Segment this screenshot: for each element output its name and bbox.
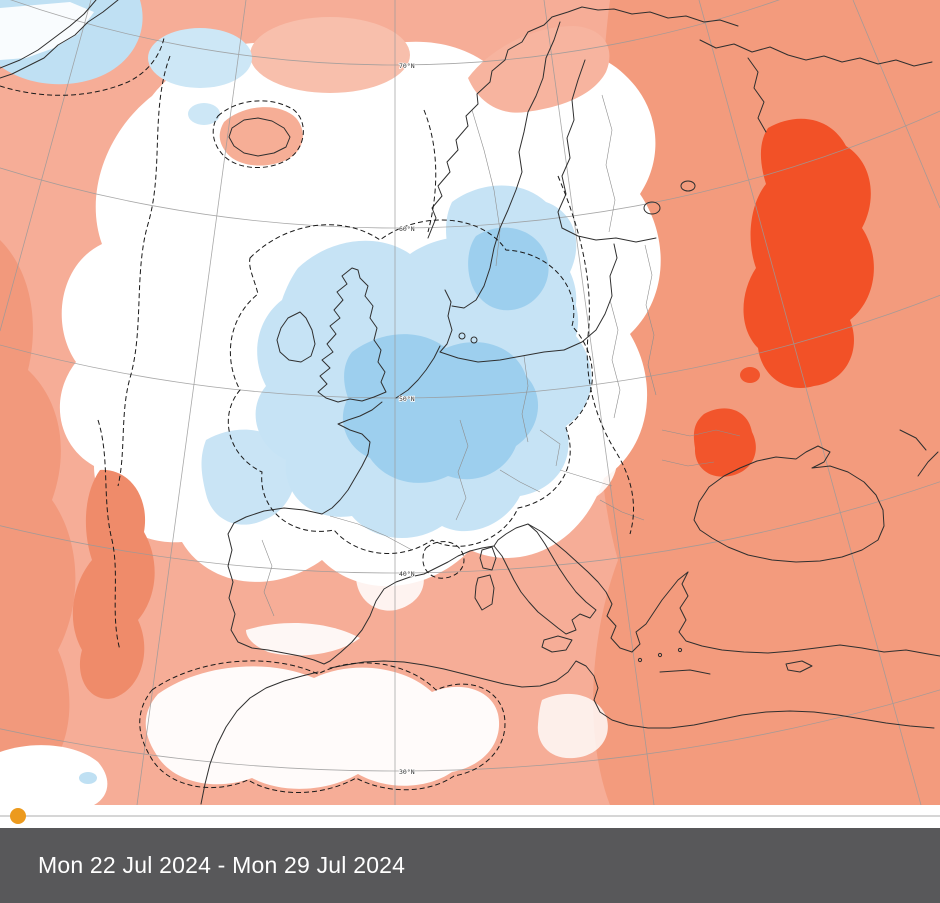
- zero-anomaly-contours: [0, 37, 635, 794]
- iberia-coastline: [227, 507, 495, 665]
- neutral-iberia-east: [356, 554, 424, 611]
- turkey-coastline: [678, 571, 940, 657]
- lake-onega: [680, 180, 696, 192]
- coastlines: [0, 0, 940, 805]
- footer-bar: Mon 22 Jul 2024 - Mon 29 Jul 2024: [0, 828, 940, 903]
- white-sea-coastline: [747, 57, 767, 133]
- anomaly-map-viewport: 70°N 60°N 50°N 40°N 30°N: [0, 0, 940, 805]
- graticule: [0, 0, 940, 805]
- sweden-coastline: [451, 21, 561, 309]
- denmark-coastline: [439, 289, 453, 353]
- finland-coastline: [557, 59, 657, 243]
- cool-dot-bottom-left: [79, 772, 97, 784]
- black-sea-coastline: [693, 445, 885, 563]
- great-britain-coastline: [317, 267, 387, 403]
- neutral-north-africa: [145, 666, 500, 789]
- strong-warm-anomaly-spur: [740, 367, 760, 383]
- africa-atlantic-coastline: [200, 671, 319, 805]
- cool-small-patch: [188, 103, 220, 125]
- crete-coastline: [659, 669, 711, 675]
- date-range-label: Mon 22 Jul 2024 - Mon 29 Jul 2024: [38, 852, 406, 878]
- lake-ladoga: [643, 201, 661, 215]
- greenland-coastline: [0, 0, 119, 79]
- baltic-east-coastline: [563, 243, 618, 351]
- sardinia-coastline: [474, 574, 495, 611]
- cool-medium-core-region: [342, 334, 539, 483]
- neutral-greenland-inner: [0, 2, 94, 60]
- lat-label-50n: 50°N: [399, 395, 415, 403]
- anomaly-fill-regions: [0, 0, 940, 805]
- country-borders: [261, 94, 741, 617]
- france-coastline: [321, 401, 383, 515]
- iceland-coastline: [228, 117, 291, 157]
- corsica-coastline: [479, 546, 497, 571]
- cyprus-coastline: [785, 660, 813, 673]
- warm-north-norway-patch: [468, 26, 610, 113]
- baltic-south-coastline: [439, 349, 565, 363]
- lat-label-30n: 30°N: [399, 768, 415, 776]
- neutral-bottom-left: [0, 745, 108, 805]
- cool-medium-baltic-region: [468, 227, 549, 311]
- ireland-coastline: [276, 311, 316, 363]
- africa-mediterranean-coastline: [329, 660, 935, 729]
- warm-column-atlantic: [72, 469, 155, 699]
- sicily-coastline: [541, 635, 573, 653]
- neutral-iberia-south: [246, 623, 360, 656]
- arctic-russia-coastline: [699, 39, 933, 67]
- lat-label-70n: 70°N: [399, 62, 415, 70]
- norway-coastline: [427, 6, 583, 239]
- lat-label-60n: 60°N: [399, 225, 415, 233]
- balkan-coastline: [527, 523, 689, 653]
- timeline-track[interactable]: [0, 815, 940, 817]
- temperature-anomaly-map: 70°N 60°N 50°N 40°N 30°N: [0, 0, 940, 805]
- cool-topleft-patch: [148, 28, 252, 88]
- warm-top-center-patch: [250, 17, 410, 93]
- strong-warm-anomaly-blacksea-west: [693, 408, 756, 477]
- graticule-labels: 70°N 60°N 50°N 40°N 30°N: [398, 61, 415, 777]
- caspian-coastline: [917, 451, 939, 477]
- timeline-handle[interactable]: [10, 808, 26, 824]
- neutral-libya: [537, 693, 608, 759]
- warm-left-strip: [0, 240, 76, 800]
- cool-biscay-region: [201, 429, 296, 525]
- italy-coastline: [493, 523, 597, 635]
- northsea-coastline: [395, 345, 441, 399]
- timeline-strip: [0, 805, 940, 828]
- strong-warm-anomaly-russia: [743, 118, 874, 389]
- lat-label-40n: 40°N: [399, 570, 415, 578]
